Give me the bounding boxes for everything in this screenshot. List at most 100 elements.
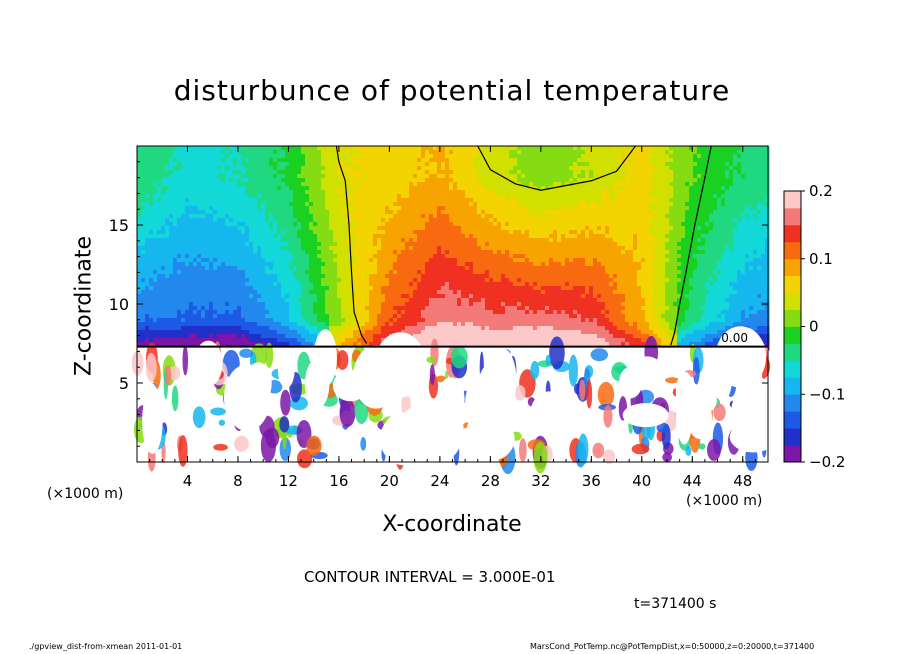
heatmap-cell: [453, 238, 458, 243]
heatmap-cell: [561, 174, 566, 179]
heatmap-cell: [709, 162, 714, 167]
heatmap-cell: [561, 242, 566, 247]
heatmap-cell: [257, 186, 262, 191]
heatmap-cell: [761, 206, 766, 211]
heatmap-cell: [441, 238, 446, 243]
heatmap-cell: [333, 214, 338, 219]
heatmap-cell: [277, 174, 282, 179]
heatmap-cell: [629, 178, 634, 183]
heatmap-cell: [205, 214, 210, 219]
heatmap-cell: [313, 222, 318, 227]
heatmap-cell: [257, 226, 262, 231]
heatmap-cell: [737, 150, 742, 155]
heatmap-cell: [165, 250, 170, 255]
heatmap-cell: [497, 242, 502, 247]
heatmap-cell: [461, 238, 466, 243]
heatmap-cell: [165, 166, 170, 171]
heatmap-cell: [645, 166, 650, 171]
heatmap-cell: [257, 166, 262, 171]
heatmap-cell: [461, 162, 466, 167]
heatmap-cell: [713, 206, 718, 211]
heatmap-cell: [413, 238, 418, 243]
heatmap-cell: [265, 190, 270, 195]
heatmap-cell: [529, 158, 534, 163]
heatmap-cell: [593, 206, 598, 211]
heatmap-cell: [669, 190, 674, 195]
heatmap-cell: [233, 222, 238, 227]
heatmap-cell: [189, 166, 194, 171]
heatmap-cell: [533, 266, 538, 271]
heatmap-cell: [221, 166, 226, 171]
heatmap-cell: [209, 150, 214, 155]
heatmap-cell: [573, 162, 578, 167]
heatmap-cell: [205, 254, 210, 259]
heatmap-cell: [669, 146, 674, 151]
heatmap-cell: [745, 238, 750, 243]
heatmap-cell: [397, 250, 402, 255]
heatmap-cell: [337, 150, 342, 155]
heatmap-cell: [613, 206, 618, 211]
heatmap-cell: [517, 226, 522, 231]
heatmap-cell: [617, 182, 622, 187]
heatmap-cell: [653, 182, 658, 187]
heatmap-cell: [429, 226, 434, 231]
heatmap-cell: [521, 230, 526, 235]
heatmap-cell: [221, 150, 226, 155]
heatmap-cell: [713, 154, 718, 159]
heatmap-cell: [233, 258, 238, 263]
heatmap-cell: [669, 202, 674, 207]
heatmap-cell: [225, 218, 230, 223]
heatmap-cell: [721, 206, 726, 211]
heatmap-cell: [481, 202, 486, 207]
heatmap-cell: [529, 214, 534, 219]
heatmap-cell: [465, 162, 470, 167]
heatmap-cell: [281, 234, 286, 239]
heatmap-cell: [621, 258, 626, 263]
heatmap-cell: [757, 226, 762, 231]
heatmap-cell: [501, 250, 506, 255]
heatmap-cell: [569, 158, 574, 163]
heatmap-cell: [461, 234, 466, 239]
heatmap-cell: [405, 178, 410, 183]
heatmap-cell: [321, 270, 326, 275]
heatmap-cell: [581, 234, 586, 239]
heatmap-cell: [597, 226, 602, 231]
heatmap-cell: [181, 234, 186, 239]
heatmap-cell: [701, 254, 706, 259]
heatmap-cell: [329, 218, 334, 223]
heatmap-cell: [289, 222, 294, 227]
heatmap-cell: [709, 158, 714, 163]
heatmap-cell: [517, 262, 522, 267]
heatmap-cell: [181, 206, 186, 211]
heatmap-cell: [457, 162, 462, 167]
heatmap-cell: [569, 166, 574, 171]
heatmap-cell: [697, 258, 702, 263]
heatmap-cell: [293, 226, 298, 231]
heatmap-cell: [749, 150, 754, 155]
heatmap-cell: [221, 218, 226, 223]
heatmap-cell: [145, 214, 150, 219]
heatmap-cell: [553, 206, 558, 211]
heatmap-cell: [165, 222, 170, 227]
heatmap-cell: [617, 178, 622, 183]
heatmap-cell: [169, 250, 174, 255]
heatmap-cell: [277, 202, 282, 207]
heatmap-cell: [237, 250, 242, 255]
heatmap-cell: [325, 246, 330, 251]
heatmap-cell: [477, 266, 482, 271]
heatmap-cell: [537, 230, 542, 235]
heatmap-cell: [561, 250, 566, 255]
heatmap-cell: [393, 190, 398, 195]
heatmap-cell: [529, 218, 534, 223]
heatmap-cell: [349, 170, 354, 175]
heatmap-cell: [529, 234, 534, 239]
heatmap-cell: [485, 202, 490, 207]
heatmap-cell: [641, 146, 646, 151]
heatmap-cell: [569, 258, 574, 263]
heatmap-cell: [361, 234, 366, 239]
heatmap-cell: [613, 250, 618, 255]
heatmap-cell: [161, 206, 166, 211]
heatmap-cell: [573, 154, 578, 159]
heatmap-cell: [621, 178, 626, 183]
heatmap-cell: [589, 202, 594, 207]
